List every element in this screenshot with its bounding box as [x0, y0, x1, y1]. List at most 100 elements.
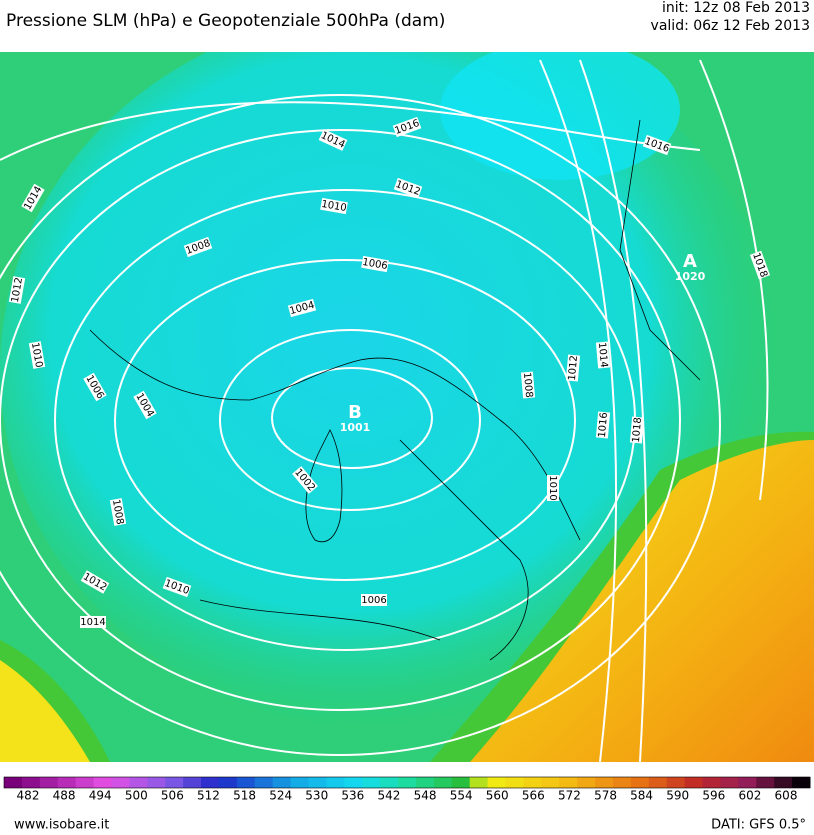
colorbar-swatch: [75, 777, 95, 788]
colorbar-swatch: [702, 777, 721, 788]
colorbar-tick-label: 560: [486, 789, 509, 803]
map: [0, 52, 814, 762]
label-box: [21, 183, 45, 213]
isobar-label: 1014: [80, 616, 106, 628]
isobar-label: 1008: [109, 498, 127, 526]
center-value: 1020: [675, 270, 706, 283]
isobar-label: 1010: [320, 197, 348, 215]
center-letter: A: [683, 251, 697, 272]
label-box: [292, 466, 318, 494]
colorbar-tick-label: 542: [377, 789, 400, 803]
label-box: [392, 116, 422, 138]
label-box: [595, 411, 611, 439]
colorbar-tick-label: 608: [775, 789, 798, 803]
label-box: [642, 134, 672, 156]
label-text: 1014: [80, 617, 105, 628]
colorbar-swatch: [523, 777, 542, 788]
isobar-label: 1006: [361, 594, 387, 606]
colorbar-tick-label: 494: [89, 789, 112, 803]
label-box: [595, 341, 611, 369]
colorbar-tick-label: 482: [17, 789, 40, 803]
colorbar-tick-label: 602: [738, 789, 761, 803]
label-box: [629, 416, 645, 444]
label-box: [28, 341, 46, 369]
colorbar-tick-label: 524: [269, 789, 292, 803]
colorbar-swatch: [648, 777, 668, 788]
colorbar-swatch: [666, 777, 686, 788]
center-letter: B: [348, 402, 362, 423]
label-box: [361, 594, 387, 606]
isobar-label: 1014: [595, 341, 611, 369]
label-text: 1008: [110, 499, 125, 526]
colorbar-tick-label: 488: [53, 789, 76, 803]
label-box: [547, 475, 559, 501]
colorbar-swatch: [630, 777, 650, 788]
isobar-label: 1012: [8, 276, 26, 304]
colorbar: 482 488 494 500 506 512 518 524 530 536 542 548 554 5…: [3, 776, 811, 803]
label-box: [749, 250, 771, 280]
data-source: DATI: GFS 0.5°: [711, 818, 806, 832]
label-box: [109, 498, 127, 526]
colorbar-tick-label: 566: [522, 789, 545, 803]
site: www.isobare.it: [14, 818, 109, 832]
colorbar-tick-label: 578: [594, 789, 617, 803]
colorbar-swatch: [254, 777, 274, 788]
label-text: 1006: [361, 595, 386, 606]
isobar-label: 1012: [565, 354, 581, 382]
colorbar-swatch: [57, 777, 77, 788]
colorbar-swatch: [147, 777, 166, 788]
title: Pressione SLM (hPa) e Geopotenziale 500h…: [6, 11, 445, 31]
colorbar-swatch: [201, 777, 220, 788]
label-box: [361, 255, 389, 273]
colorbar-tick-label: 548: [414, 789, 437, 803]
label-box: [287, 298, 317, 318]
colorbar-swatch: [362, 777, 381, 788]
colorbar-swatch: [93, 777, 112, 788]
label-box: [133, 390, 157, 420]
label-box: [565, 354, 581, 382]
label-box: [320, 197, 348, 215]
isobars: [0, 59, 769, 762]
label-text: 1010: [320, 199, 347, 214]
colorbar-tick-label: 584: [630, 789, 653, 803]
isobar-label: 1016: [595, 411, 611, 439]
isobar-label: 1008: [520, 371, 536, 399]
colorbar-swatch: [415, 777, 435, 788]
colorbar-swatch: [344, 777, 363, 788]
colorbar-swatch: [308, 777, 327, 788]
colorbar-swatch: [505, 777, 524, 788]
label-box: [393, 177, 423, 199]
colorbar-swatch: [684, 777, 704, 788]
isobar-label: 1010: [28, 341, 46, 369]
colorbar-swatch: [595, 777, 614, 788]
colorbar-tick-label: 506: [161, 789, 184, 803]
colorbar-tick-label: 536: [341, 789, 364, 803]
colorbar-swatch: [451, 777, 471, 788]
label-box: [80, 570, 110, 594]
colorbar-swatch: [380, 777, 399, 788]
colorbar-swatch: [774, 777, 793, 788]
colorbar-swatch: [21, 777, 41, 788]
label-text: 1012: [567, 355, 580, 381]
colorbar-swatch: [165, 777, 184, 788]
colorbar-swatch: [290, 777, 309, 788]
label-text: 1006: [361, 257, 388, 272]
colorbar-swatch: [272, 777, 292, 788]
label-box: [8, 276, 26, 304]
colorbar-swatch: [559, 777, 578, 788]
colorbar-swatch: [792, 777, 811, 788]
label-box: [183, 236, 213, 258]
label-text: 1010: [29, 342, 44, 369]
valid-time: valid: 06z 12 Feb 2013: [651, 18, 810, 34]
label-box: [520, 371, 536, 399]
label-text: 1014: [596, 342, 609, 368]
colorbar-tick-label: 518: [233, 789, 256, 803]
colorbar-swatch: [326, 777, 345, 788]
coastlines: [89, 119, 701, 661]
colorbar-swatch: [111, 777, 130, 788]
colorbar-swatch: [39, 777, 59, 788]
label-box: [83, 372, 107, 402]
label-text: 1008: [521, 372, 534, 398]
